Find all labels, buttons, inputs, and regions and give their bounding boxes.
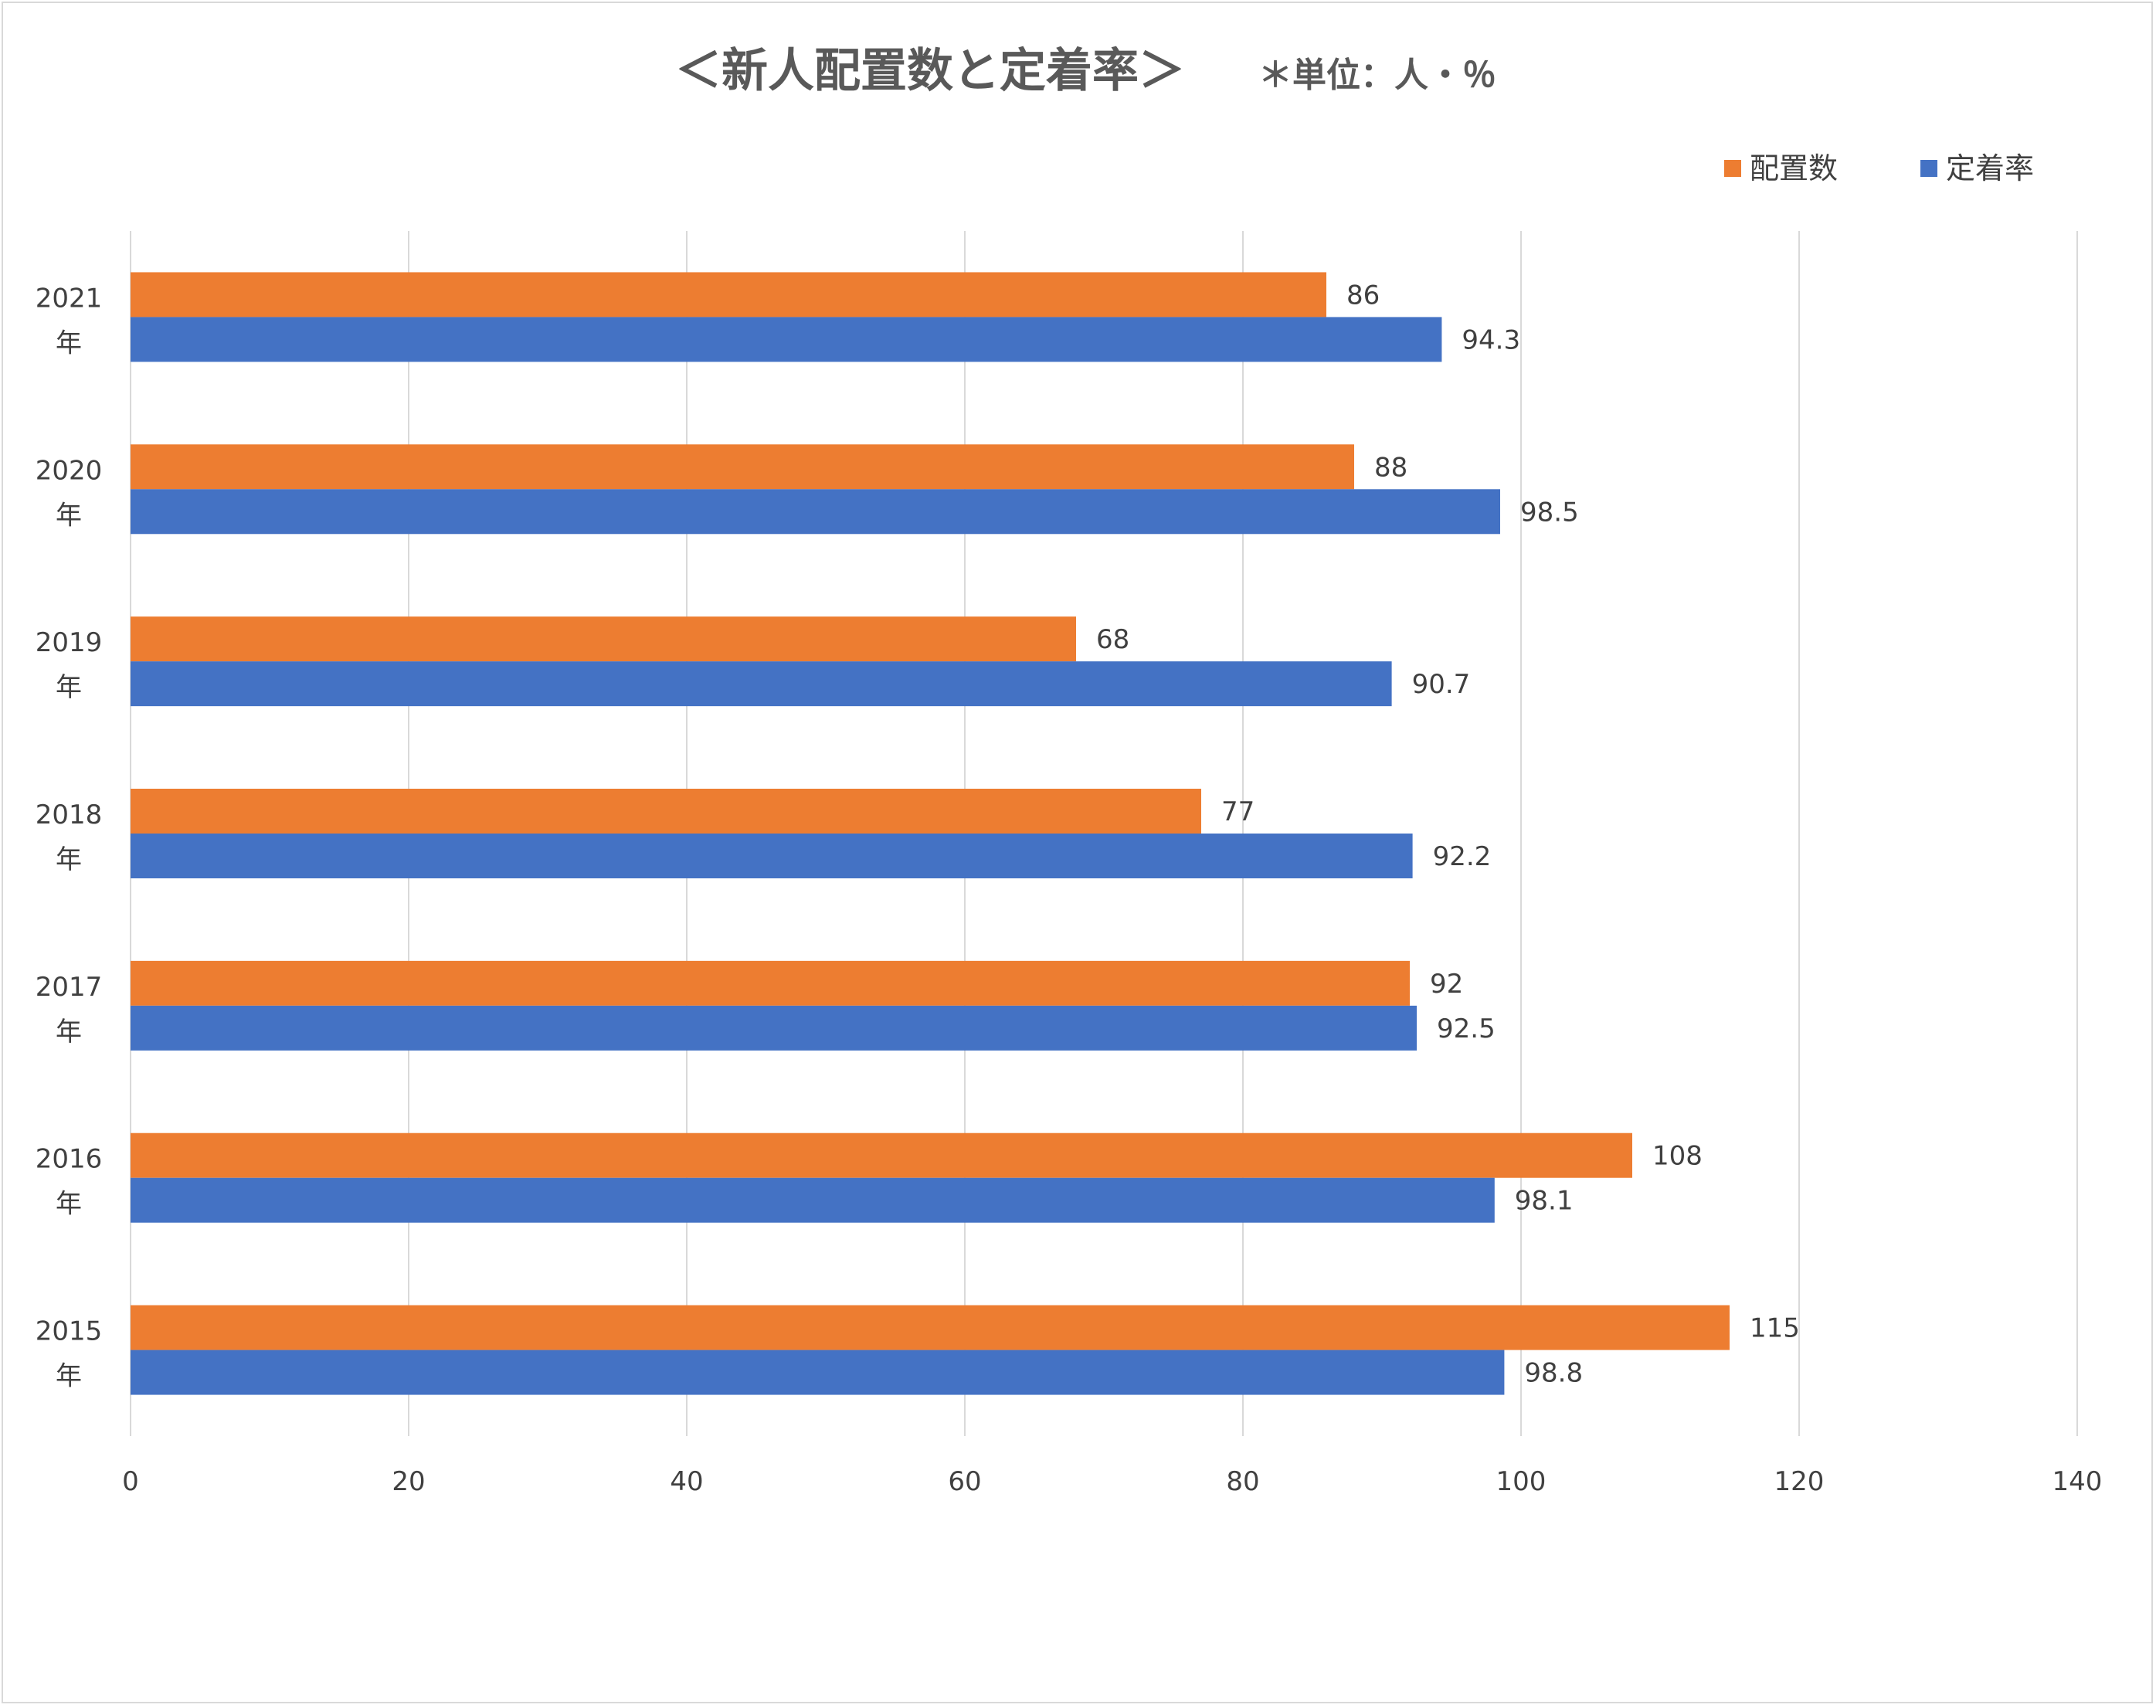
bar-retention bbox=[131, 317, 1442, 362]
data-label-retention: 94.3 bbox=[1462, 324, 1520, 355]
y-tick-label-year: 2017 bbox=[36, 972, 103, 1003]
chart-unit-note: ＊単位：人・％ bbox=[1258, 56, 1496, 95]
chart-svg: ＜新人配置数と定着率＞ ＊単位：人・％ 配置数 定着率 86 94.3 88 98.5 6… bbox=[36, 44, 2103, 1497]
data-label-retention: 90.7 bbox=[1412, 669, 1471, 700]
bar-placement bbox=[131, 444, 1354, 490]
y-tick-label-suffix: 年 bbox=[56, 500, 82, 531]
data-label-retention: 98.1 bbox=[1515, 1186, 1574, 1217]
data-label-placement: 86 bbox=[1346, 280, 1380, 311]
data-label-placement: 77 bbox=[1221, 796, 1255, 827]
bar-retention bbox=[131, 834, 1413, 878]
bar-placement bbox=[131, 1132, 1632, 1178]
bar-placement bbox=[131, 1305, 1730, 1350]
y-tick-label-year: 2016 bbox=[36, 1144, 103, 1175]
x-tick-label: 140 bbox=[2052, 1466, 2103, 1497]
data-label-retention: 92.2 bbox=[1433, 841, 1492, 872]
x-tick-label: 120 bbox=[1774, 1466, 1825, 1497]
data-label-retention: 92.5 bbox=[1437, 1014, 1496, 1044]
x-tick-label: 20 bbox=[392, 1466, 425, 1497]
bar-placement bbox=[131, 616, 1076, 662]
legend-swatch-placement bbox=[1724, 160, 1741, 177]
y-tick-label-year: 2018 bbox=[36, 800, 103, 830]
x-tick-label: 100 bbox=[1496, 1466, 1547, 1497]
y-tick-label-suffix: 年 bbox=[56, 1361, 82, 1392]
bar-retention bbox=[131, 1350, 1505, 1395]
x-axis: 0 20 40 60 80 100 120 140 bbox=[122, 1466, 2102, 1497]
legend-label-retention: 定着率 bbox=[1946, 151, 2034, 185]
x-tick-label: 40 bbox=[670, 1466, 703, 1497]
y-tick-label-suffix: 年 bbox=[56, 328, 82, 358]
y-tick-label-suffix: 年 bbox=[56, 672, 82, 703]
bar-retention bbox=[131, 489, 1500, 535]
x-tick-label: 60 bbox=[948, 1466, 981, 1497]
x-tick-label: 0 bbox=[122, 1466, 139, 1497]
y-tick-label-year: 2015 bbox=[36, 1316, 103, 1347]
data-label-placement: 108 bbox=[1652, 1141, 1703, 1172]
y-axis: 2021 年 2020 年 2019 年 2018 年 2017 年 2016 年 2015 年 bbox=[36, 283, 103, 1391]
bar-placement bbox=[131, 960, 1410, 1006]
bar-retention bbox=[131, 1177, 1495, 1223]
legend-swatch-retention bbox=[1920, 160, 1937, 177]
y-tick-label-year: 2021 bbox=[36, 283, 103, 314]
bar-retention bbox=[131, 661, 1392, 707]
chart-title: ＜新人配置数と定着率＞ bbox=[675, 44, 1185, 98]
legend: 配置数 定着率 bbox=[1724, 151, 2034, 185]
data-label-retention: 98.8 bbox=[1524, 1358, 1583, 1389]
data-label-placement: 68 bbox=[1096, 624, 1129, 655]
legend-label-placement: 配置数 bbox=[1750, 151, 1838, 185]
y-tick-label-year: 2019 bbox=[36, 627, 103, 658]
data-labels: 86 94.3 88 98.5 68 90.7 77 92.2 92 92.5 108 98.1 115… bbox=[1096, 280, 1800, 1388]
bars bbox=[131, 272, 1730, 1395]
y-tick-label-year: 2020 bbox=[36, 455, 103, 486]
bar-retention bbox=[131, 1005, 1417, 1051]
data-label-placement: 92 bbox=[1430, 969, 1463, 1000]
bar-placement bbox=[131, 789, 1201, 834]
y-tick-label-suffix: 年 bbox=[56, 844, 82, 875]
y-tick-label-suffix: 年 bbox=[56, 1189, 82, 1220]
y-tick-label-suffix: 年 bbox=[56, 1017, 82, 1048]
data-label-placement: 88 bbox=[1374, 452, 1407, 483]
data-label-placement: 115 bbox=[1750, 1313, 1800, 1344]
x-tick-label: 80 bbox=[1226, 1466, 1259, 1497]
data-label-retention: 98.5 bbox=[1520, 497, 1579, 528]
bar-placement bbox=[131, 272, 1326, 317]
